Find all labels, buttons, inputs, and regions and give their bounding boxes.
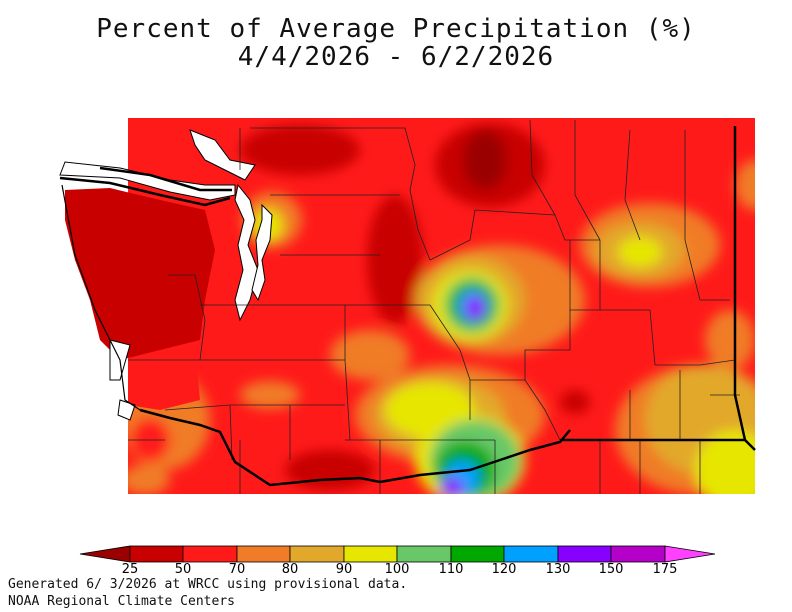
county-boundaries bbox=[128, 119, 740, 494]
legend-tick-25: 25 bbox=[121, 562, 139, 577]
legend-tick-150: 150 bbox=[598, 562, 624, 577]
coastline bbox=[61, 184, 141, 411]
legend-tick-100: 100 bbox=[384, 562, 410, 577]
map-field bbox=[128, 118, 755, 494]
legend-tick-70: 70 bbox=[228, 562, 246, 577]
legend-tick-50: 50 bbox=[174, 562, 192, 577]
legend-tick-80: 80 bbox=[281, 562, 299, 577]
olympic-region bbox=[65, 188, 215, 360]
legend-colorbar bbox=[79, 545, 716, 563]
legend-tick-90: 90 bbox=[335, 562, 353, 577]
southwest-region bbox=[128, 345, 200, 410]
state-boundaries bbox=[59, 126, 756, 487]
water-bodies bbox=[59, 129, 273, 421]
map-date-range: 4/4/2026 - 6/2/2026 bbox=[237, 42, 555, 72]
legend-tick-110: 110 bbox=[438, 562, 464, 577]
legend-tick-120: 120 bbox=[491, 562, 517, 577]
map-title: Percent of Average Precipitation (%) bbox=[96, 14, 696, 44]
legend-tick-175: 175 bbox=[652, 562, 678, 577]
legend-tick-130: 130 bbox=[545, 562, 571, 577]
footer-source: NOAA Regional Climate Centers bbox=[8, 594, 235, 609]
footer-generated: Generated 6/ 3/2026 at WRCC using provis… bbox=[8, 577, 408, 592]
